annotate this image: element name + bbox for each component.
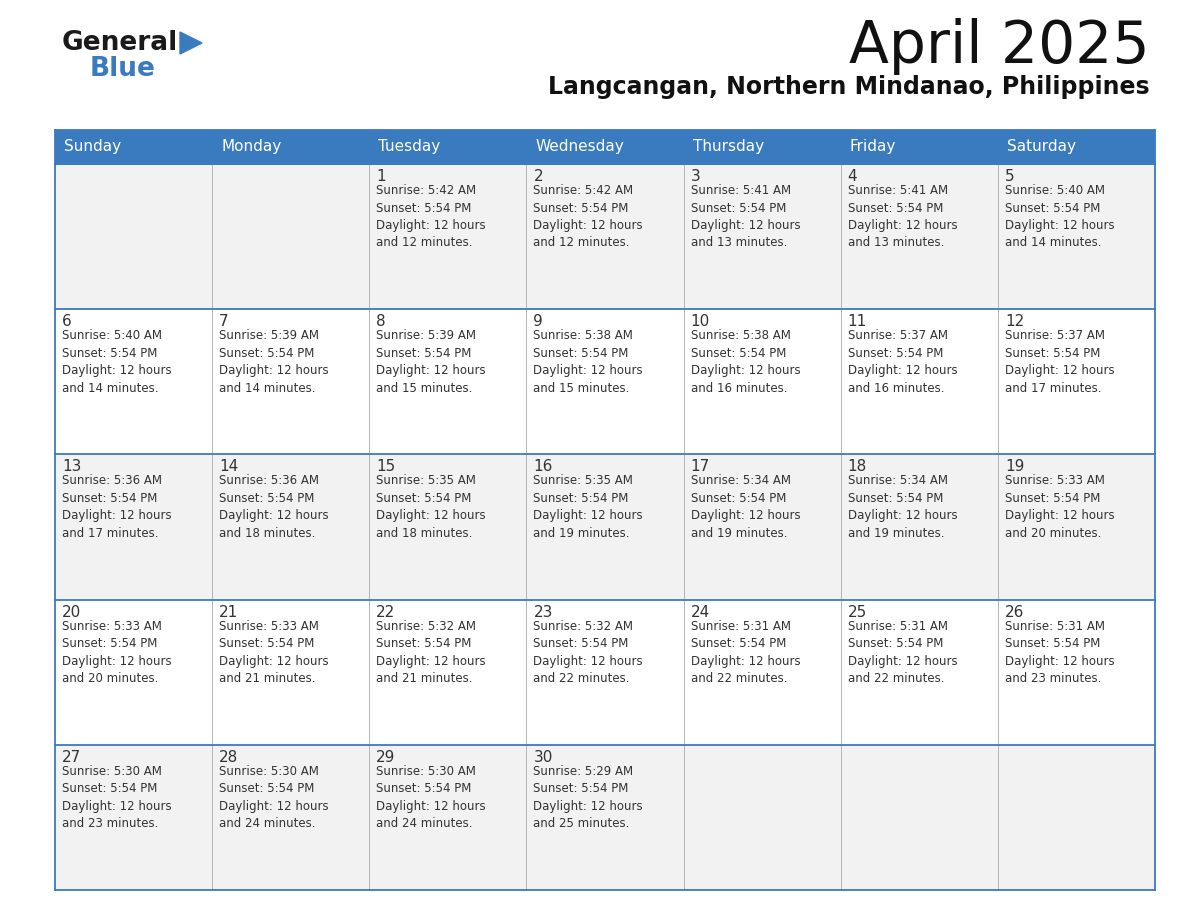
Text: Thursday: Thursday (693, 140, 764, 154)
Text: 24: 24 (690, 605, 709, 620)
Text: 27: 27 (62, 750, 81, 765)
Text: Sunrise: 5:39 AM
Sunset: 5:54 PM
Daylight: 12 hours
and 15 minutes.: Sunrise: 5:39 AM Sunset: 5:54 PM Dayligh… (377, 330, 486, 395)
Text: 9: 9 (533, 314, 543, 330)
Text: 21: 21 (219, 605, 239, 620)
Text: Sunrise: 5:40 AM
Sunset: 5:54 PM
Daylight: 12 hours
and 14 minutes.: Sunrise: 5:40 AM Sunset: 5:54 PM Dayligh… (1005, 184, 1114, 250)
Text: Sunrise: 5:34 AM
Sunset: 5:54 PM
Daylight: 12 hours
and 19 minutes.: Sunrise: 5:34 AM Sunset: 5:54 PM Dayligh… (848, 475, 958, 540)
Text: April 2025: April 2025 (849, 18, 1150, 75)
Text: Sunrise: 5:31 AM
Sunset: 5:54 PM
Daylight: 12 hours
and 22 minutes.: Sunrise: 5:31 AM Sunset: 5:54 PM Dayligh… (848, 620, 958, 685)
Text: 5: 5 (1005, 169, 1015, 184)
Text: 15: 15 (377, 459, 396, 475)
Text: 13: 13 (62, 459, 81, 475)
Text: 22: 22 (377, 605, 396, 620)
Bar (55, 130, 213, 164)
Bar (683, 130, 841, 164)
Text: Langcangan, Northern Mindanao, Philippines: Langcangan, Northern Mindanao, Philippin… (549, 75, 1150, 99)
Text: Sunrise: 5:33 AM
Sunset: 5:54 PM
Daylight: 12 hours
and 20 minutes.: Sunrise: 5:33 AM Sunset: 5:54 PM Dayligh… (1005, 475, 1114, 540)
Text: 16: 16 (533, 459, 552, 475)
Text: Saturday: Saturday (1007, 140, 1076, 154)
Text: 12: 12 (1005, 314, 1024, 330)
Bar (55, 599, 1155, 744)
Text: 10: 10 (690, 314, 709, 330)
Bar (369, 130, 526, 164)
Text: 30: 30 (533, 750, 552, 765)
Text: Sunrise: 5:42 AM
Sunset: 5:54 PM
Daylight: 12 hours
and 12 minutes.: Sunrise: 5:42 AM Sunset: 5:54 PM Dayligh… (377, 184, 486, 250)
Bar (526, 130, 683, 164)
Text: Monday: Monday (221, 140, 282, 154)
Text: Friday: Friday (849, 140, 896, 154)
Text: 7: 7 (219, 314, 229, 330)
Polygon shape (181, 32, 202, 54)
Text: Blue: Blue (90, 56, 156, 82)
Text: Sunrise: 5:30 AM
Sunset: 5:54 PM
Daylight: 12 hours
and 24 minutes.: Sunrise: 5:30 AM Sunset: 5:54 PM Dayligh… (377, 765, 486, 830)
Bar (55, 454, 1155, 599)
Text: Sunrise: 5:35 AM
Sunset: 5:54 PM
Daylight: 12 hours
and 18 minutes.: Sunrise: 5:35 AM Sunset: 5:54 PM Dayligh… (377, 475, 486, 540)
Bar (55, 744, 1155, 890)
Text: Sunrise: 5:29 AM
Sunset: 5:54 PM
Daylight: 12 hours
and 25 minutes.: Sunrise: 5:29 AM Sunset: 5:54 PM Dayligh… (533, 765, 643, 830)
Text: 20: 20 (62, 605, 81, 620)
Text: Sunrise: 5:39 AM
Sunset: 5:54 PM
Daylight: 12 hours
and 14 minutes.: Sunrise: 5:39 AM Sunset: 5:54 PM Dayligh… (219, 330, 329, 395)
Text: 19: 19 (1005, 459, 1024, 475)
Text: Sunday: Sunday (64, 140, 121, 154)
Text: 11: 11 (848, 314, 867, 330)
Text: Sunrise: 5:42 AM
Sunset: 5:54 PM
Daylight: 12 hours
and 12 minutes.: Sunrise: 5:42 AM Sunset: 5:54 PM Dayligh… (533, 184, 643, 250)
Text: Sunrise: 5:36 AM
Sunset: 5:54 PM
Daylight: 12 hours
and 18 minutes.: Sunrise: 5:36 AM Sunset: 5:54 PM Dayligh… (219, 475, 329, 540)
Bar (213, 130, 369, 164)
Text: 2: 2 (533, 169, 543, 184)
Text: Sunrise: 5:35 AM
Sunset: 5:54 PM
Daylight: 12 hours
and 19 minutes.: Sunrise: 5:35 AM Sunset: 5:54 PM Dayligh… (533, 475, 643, 540)
Text: 3: 3 (690, 169, 700, 184)
Text: Sunrise: 5:33 AM
Sunset: 5:54 PM
Daylight: 12 hours
and 20 minutes.: Sunrise: 5:33 AM Sunset: 5:54 PM Dayligh… (62, 620, 171, 685)
Text: 29: 29 (377, 750, 396, 765)
Text: Wednesday: Wednesday (536, 140, 624, 154)
Bar (55, 309, 1155, 454)
Text: 4: 4 (848, 169, 858, 184)
Bar (841, 130, 998, 164)
Text: 18: 18 (848, 459, 867, 475)
Text: 28: 28 (219, 750, 239, 765)
Text: Sunrise: 5:33 AM
Sunset: 5:54 PM
Daylight: 12 hours
and 21 minutes.: Sunrise: 5:33 AM Sunset: 5:54 PM Dayligh… (219, 620, 329, 685)
Text: Sunrise: 5:41 AM
Sunset: 5:54 PM
Daylight: 12 hours
and 13 minutes.: Sunrise: 5:41 AM Sunset: 5:54 PM Dayligh… (690, 184, 801, 250)
Text: Sunrise: 5:36 AM
Sunset: 5:54 PM
Daylight: 12 hours
and 17 minutes.: Sunrise: 5:36 AM Sunset: 5:54 PM Dayligh… (62, 475, 171, 540)
Text: 25: 25 (848, 605, 867, 620)
Text: 1: 1 (377, 169, 386, 184)
Text: Sunrise: 5:41 AM
Sunset: 5:54 PM
Daylight: 12 hours
and 13 minutes.: Sunrise: 5:41 AM Sunset: 5:54 PM Dayligh… (848, 184, 958, 250)
Bar (55, 164, 1155, 309)
Text: 17: 17 (690, 459, 709, 475)
Text: Sunrise: 5:34 AM
Sunset: 5:54 PM
Daylight: 12 hours
and 19 minutes.: Sunrise: 5:34 AM Sunset: 5:54 PM Dayligh… (690, 475, 801, 540)
Text: Sunrise: 5:30 AM
Sunset: 5:54 PM
Daylight: 12 hours
and 24 minutes.: Sunrise: 5:30 AM Sunset: 5:54 PM Dayligh… (219, 765, 329, 830)
Text: Sunrise: 5:37 AM
Sunset: 5:54 PM
Daylight: 12 hours
and 16 minutes.: Sunrise: 5:37 AM Sunset: 5:54 PM Dayligh… (848, 330, 958, 395)
Text: Sunrise: 5:38 AM
Sunset: 5:54 PM
Daylight: 12 hours
and 16 minutes.: Sunrise: 5:38 AM Sunset: 5:54 PM Dayligh… (690, 330, 801, 395)
Text: Sunrise: 5:40 AM
Sunset: 5:54 PM
Daylight: 12 hours
and 14 minutes.: Sunrise: 5:40 AM Sunset: 5:54 PM Dayligh… (62, 330, 171, 395)
Text: 23: 23 (533, 605, 552, 620)
Text: Sunrise: 5:32 AM
Sunset: 5:54 PM
Daylight: 12 hours
and 21 minutes.: Sunrise: 5:32 AM Sunset: 5:54 PM Dayligh… (377, 620, 486, 685)
Text: Sunrise: 5:32 AM
Sunset: 5:54 PM
Daylight: 12 hours
and 22 minutes.: Sunrise: 5:32 AM Sunset: 5:54 PM Dayligh… (533, 620, 643, 685)
Text: 6: 6 (62, 314, 71, 330)
Text: 8: 8 (377, 314, 386, 330)
Text: Sunrise: 5:31 AM
Sunset: 5:54 PM
Daylight: 12 hours
and 23 minutes.: Sunrise: 5:31 AM Sunset: 5:54 PM Dayligh… (1005, 620, 1114, 685)
Text: 26: 26 (1005, 605, 1024, 620)
Text: Tuesday: Tuesday (378, 140, 441, 154)
Text: General: General (62, 30, 178, 56)
Text: Sunrise: 5:30 AM
Sunset: 5:54 PM
Daylight: 12 hours
and 23 minutes.: Sunrise: 5:30 AM Sunset: 5:54 PM Dayligh… (62, 765, 171, 830)
Bar (998, 130, 1155, 164)
Text: 14: 14 (219, 459, 239, 475)
Text: Sunrise: 5:31 AM
Sunset: 5:54 PM
Daylight: 12 hours
and 22 minutes.: Sunrise: 5:31 AM Sunset: 5:54 PM Dayligh… (690, 620, 801, 685)
Text: Sunrise: 5:38 AM
Sunset: 5:54 PM
Daylight: 12 hours
and 15 minutes.: Sunrise: 5:38 AM Sunset: 5:54 PM Dayligh… (533, 330, 643, 395)
Text: Sunrise: 5:37 AM
Sunset: 5:54 PM
Daylight: 12 hours
and 17 minutes.: Sunrise: 5:37 AM Sunset: 5:54 PM Dayligh… (1005, 330, 1114, 395)
